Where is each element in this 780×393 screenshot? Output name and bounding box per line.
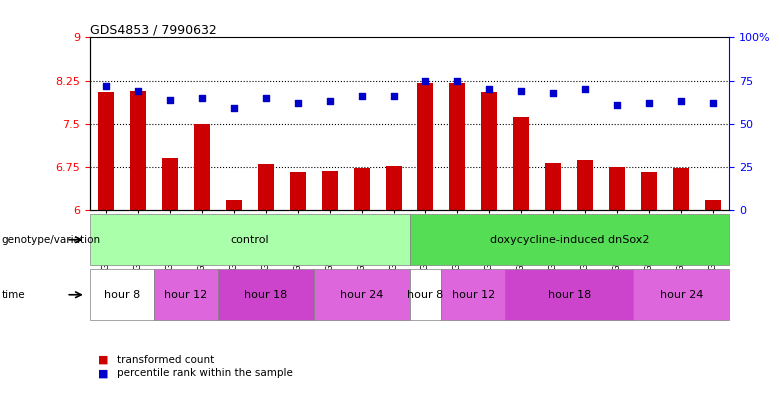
- Bar: [633, 269, 729, 320]
- Point: [644, 100, 656, 106]
- Bar: [218, 269, 314, 320]
- Bar: [705, 200, 722, 210]
- Bar: [90, 214, 410, 265]
- Point: [228, 105, 240, 111]
- Point: [100, 83, 112, 89]
- Point: [388, 93, 400, 99]
- Bar: [353, 168, 370, 210]
- Bar: [513, 118, 530, 210]
- Point: [675, 98, 688, 105]
- Bar: [98, 92, 114, 210]
- Text: ■: ■: [98, 354, 108, 365]
- Point: [612, 102, 624, 108]
- Text: transformed count: transformed count: [117, 354, 215, 365]
- Text: hour 24: hour 24: [340, 290, 383, 300]
- Bar: [154, 269, 218, 320]
- Bar: [193, 124, 210, 210]
- Bar: [129, 91, 146, 210]
- Point: [548, 90, 560, 96]
- Point: [420, 77, 432, 84]
- Bar: [385, 167, 402, 210]
- Text: hour 18: hour 18: [548, 290, 591, 300]
- Bar: [410, 214, 729, 265]
- Bar: [410, 269, 441, 320]
- Point: [292, 100, 304, 106]
- Point: [451, 77, 463, 84]
- Point: [131, 88, 144, 94]
- Point: [356, 93, 368, 99]
- Point: [164, 96, 176, 103]
- Point: [195, 95, 207, 101]
- Bar: [441, 269, 505, 320]
- Point: [580, 86, 592, 92]
- Bar: [289, 172, 306, 210]
- Bar: [505, 269, 633, 320]
- Text: control: control: [230, 235, 269, 245]
- Point: [259, 95, 272, 101]
- Text: hour 12: hour 12: [164, 290, 207, 300]
- Text: hour 24: hour 24: [660, 290, 703, 300]
- Bar: [321, 171, 338, 210]
- Bar: [545, 163, 562, 210]
- Text: hour 18: hour 18: [244, 290, 287, 300]
- Bar: [673, 168, 690, 210]
- Text: hour 8: hour 8: [407, 290, 444, 300]
- Bar: [577, 160, 594, 210]
- Text: genotype/variation: genotype/variation: [2, 235, 101, 245]
- Point: [484, 86, 496, 92]
- Bar: [481, 92, 498, 210]
- Text: ■: ■: [98, 368, 108, 378]
- Text: GDS4853 / 7990632: GDS4853 / 7990632: [90, 23, 216, 36]
- Text: time: time: [2, 290, 25, 300]
- Bar: [90, 269, 154, 320]
- Text: hour 12: hour 12: [452, 290, 495, 300]
- Point: [323, 98, 335, 105]
- Point: [516, 88, 528, 94]
- Text: hour 8: hour 8: [104, 290, 140, 300]
- Bar: [225, 200, 242, 210]
- Bar: [641, 172, 658, 210]
- Bar: [417, 83, 434, 210]
- Bar: [449, 83, 466, 210]
- Bar: [314, 269, 410, 320]
- Text: doxycycline-induced dnSox2: doxycycline-induced dnSox2: [490, 235, 649, 245]
- Bar: [257, 164, 274, 210]
- Bar: [609, 167, 626, 210]
- Point: [707, 100, 720, 106]
- Text: percentile rank within the sample: percentile rank within the sample: [117, 368, 292, 378]
- Bar: [161, 158, 178, 210]
